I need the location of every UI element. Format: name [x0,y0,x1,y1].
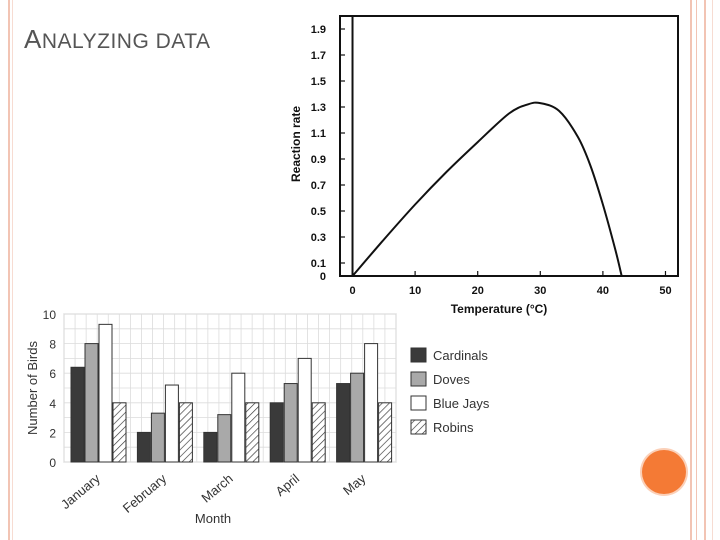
y-tick-label: 0.9 [311,154,326,166]
y-tick-label: 1.9 [311,24,326,36]
x-tick-label: 0 [349,285,355,297]
bar-cardinals-january [70,366,85,463]
legend-label: Doves [433,372,470,387]
bar-doves-april [283,383,298,463]
y-tick-label: 0.7 [311,180,326,192]
bar-doves-march [217,414,232,463]
legend-label: Robins [433,420,474,435]
legend-swatch [410,419,427,435]
reaction-rate-curve [351,101,623,277]
bar-cardinals-may [336,383,351,463]
x-tick-label: 30 [534,285,546,297]
left-border-line-inner [12,0,13,540]
x-tick-label: 50 [659,285,671,297]
slide-title: ANALYZING DATA [24,24,211,55]
y-tick-label: 10 [43,308,57,322]
y-tick-label: 4 [49,397,56,411]
legend-swatch [410,347,427,363]
y-tick-label: 8 [49,338,56,352]
bar-blue-jays-february [164,384,179,463]
x-tick-label: 10 [409,285,421,297]
bar-blue-jays-january [98,323,113,463]
x-axis-label: Month [195,511,231,526]
bar-cardinals-march [203,431,218,463]
bar-cardinals-april [269,402,284,463]
y-axis-label: Reaction rate [289,106,303,182]
bar-blue-jays-march [231,372,246,463]
y-tick-label: 0.5 [311,206,326,218]
bar-robins-march [245,402,260,463]
y-tick-label: 6 [49,367,56,381]
right-border-line [704,0,706,540]
y-tick-label: 1.5 [311,76,326,88]
bar-robins-february [178,402,193,463]
y-tick-label: 1.1 [311,128,326,140]
bar-doves-may [350,372,365,463]
bar-doves-february [150,412,165,463]
bar-robins-may [378,402,393,463]
y-axis-label: Number of Birds [25,341,40,435]
slide-title-rest: NALYZING DATA [41,30,211,53]
x-axis-label: Temperature (°C) [451,302,548,316]
x-category-label: January [58,470,103,512]
y-tick-label: 0.1 [311,258,326,270]
x-category-label: February [120,470,170,515]
x-category-label: April [273,471,303,499]
y-tick-label: 1.7 [311,50,326,62]
legend-label: Blue Jays [433,396,490,411]
y-tick-label: 0 [320,271,326,283]
x-category-label: March [198,471,235,506]
legend-swatch [410,395,427,411]
right-border-line [690,0,692,540]
right-border-line [712,0,713,540]
left-border-line [8,0,10,540]
x-category-label: May [340,470,369,498]
legend-swatch [410,371,427,387]
orange-circle-decoration [642,450,686,494]
y-tick-label: 2 [49,426,56,440]
slide-title-initial: A [24,24,42,54]
y-tick-label: 1.3 [311,102,326,114]
x-tick-label: 40 [597,285,609,297]
y-tick-label: 0.3 [311,232,326,244]
y-tick-label: 0 [49,456,56,470]
bar-blue-jays-may [364,343,379,463]
bar-doves-january [84,343,99,463]
right-border-line [696,0,697,540]
plot-frame [339,15,679,277]
legend-label: Cardinals [433,348,488,363]
bar-robins-april [311,402,326,463]
bar-cardinals-february [136,431,151,463]
x-tick-label: 20 [472,285,484,297]
bar-robins-january [112,402,127,463]
bar-blue-jays-april [297,357,312,463]
